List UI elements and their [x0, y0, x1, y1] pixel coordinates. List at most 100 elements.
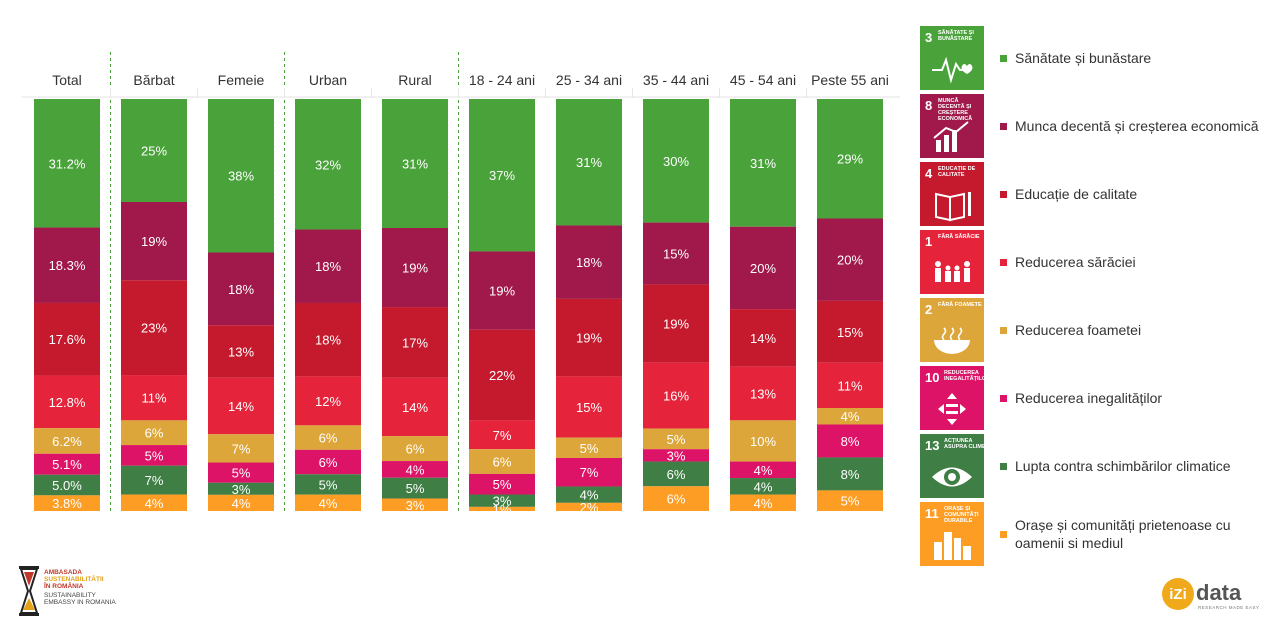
bar-segment [208, 494, 274, 511]
sdg-title: Acțiunea asupra climei [944, 438, 984, 450]
sdg-tile: 3 Sănătate și bunăstare [920, 26, 984, 90]
logo-text-line3: ÎN ROMÂNIA [44, 583, 84, 590]
legend-swatch [1000, 123, 1007, 130]
data-label: 3% [667, 448, 686, 463]
sustainability-embassy-logo: AMBASADA SUSTENABILITĂȚII ÎN ROMÂNIA SUS… [18, 566, 128, 618]
heartbeat-icon [932, 56, 973, 84]
data-label: 17.6% [49, 332, 86, 347]
data-label: 5% [580, 441, 599, 456]
bar-segment [817, 457, 883, 491]
bar-segment [295, 494, 361, 511]
bar-segment [730, 226, 796, 310]
eye-globe-icon [932, 467, 972, 487]
bar-segment [469, 329, 535, 421]
category-label: Peste 55 ani [811, 72, 889, 88]
bar-segment [556, 298, 622, 377]
bar-segment [34, 453, 100, 475]
bar-segment [295, 425, 361, 450]
bar-segment [208, 99, 274, 253]
bar-segment [295, 474, 361, 495]
logo-text-line4: SUSTAINABILITY EMBASSY IN ROMANIA [44, 592, 116, 606]
legend-swatch [1000, 259, 1007, 266]
bar-segment [295, 302, 361, 377]
legend-swatch [1000, 191, 1007, 198]
sdg-number: 13 [925, 438, 940, 453]
bar-segment [469, 449, 535, 474]
data-label: 8% [841, 434, 860, 449]
bar-segment [121, 99, 187, 202]
sdg-title: Reducerea inegalităților [944, 370, 984, 382]
legend-item: 11 Orașe și comunități durabile Orașe și c… [920, 502, 1270, 566]
data-label: 13% [750, 387, 776, 402]
sdg-number: 11 [925, 506, 939, 521]
sdg-tile: 4 Educație de calitate [920, 162, 984, 226]
bar-segment [556, 437, 622, 458]
bar-segment [730, 309, 796, 367]
data-label: 2% [580, 500, 599, 515]
data-label: 20% [750, 261, 776, 276]
growth-chart-icon [933, 121, 969, 152]
data-label: 15% [576, 400, 602, 415]
category-label: 45 - 54 ani [730, 72, 796, 88]
data-label: 5.1% [52, 457, 82, 472]
data-label: 13% [228, 344, 254, 359]
data-label: 4% [319, 496, 338, 511]
bar-segment [208, 252, 274, 326]
data-label: 6% [145, 426, 164, 441]
bar-segment [556, 502, 622, 511]
data-label: 3% [232, 482, 251, 497]
data-label: 22% [489, 368, 515, 383]
sdg-tile: 2 Fără foamete [920, 298, 984, 362]
data-label: 5% [841, 494, 860, 509]
bar-segment [208, 434, 274, 463]
logo-text-line2: SUSTENABILITĂȚII [44, 576, 104, 583]
sdg-tile: 10 Reducerea inegalităților [920, 366, 984, 430]
bar-segment [34, 227, 100, 303]
bar-segment [469, 420, 535, 450]
data-label: 6% [406, 442, 425, 457]
data-label: 31% [750, 156, 776, 171]
sdg-number: 4 [925, 166, 933, 181]
data-label: 4% [841, 409, 860, 424]
data-label: 6% [319, 431, 338, 446]
bar-segment [121, 280, 187, 376]
legend-swatch [1000, 531, 1007, 538]
logo-text-line1: AMBASADA [44, 569, 82, 576]
bar-segment [730, 478, 796, 495]
data-label: 6% [319, 455, 338, 470]
bar-segment [643, 284, 709, 363]
category-label: Rural [398, 72, 431, 88]
data-label: 38% [228, 169, 254, 184]
data-label: 7% [580, 465, 599, 480]
bar-segment [556, 225, 622, 299]
legend-item: 8 Muncă decentă și creștere economică Munc… [920, 94, 1270, 158]
stacked-bar-chart: Total 31.2% 18.3% 17.6% 12.8% 6.2% 5.1% 5.0% 3.8… [22, 52, 900, 515]
bar-segment [556, 99, 622, 226]
data-label: 23% [141, 321, 167, 336]
data-label: 4% [754, 479, 773, 494]
bar-segment [382, 436, 448, 462]
bar-segment [556, 376, 622, 438]
bar-segment [382, 307, 448, 378]
legend-label: Reducerea sărăciei [1015, 254, 1136, 270]
sdg-title: Fără sărăcie [938, 234, 980, 240]
bar-segment [817, 218, 883, 301]
data-label: 31.2% [49, 156, 86, 171]
legend-item: 1 Fără sărăcie Reducerea sărăciei [920, 230, 1270, 294]
sdg-tile: 8 Muncă decentă și creștere economică [920, 94, 984, 158]
legend-item: 3 Sănătate și bunăstare Sănătate și bunăst… [920, 26, 1270, 90]
bar-segment [208, 462, 274, 483]
sdg-title: Fără foamete [938, 302, 982, 308]
bar-segment [295, 376, 361, 426]
data-label: 6.2% [52, 434, 82, 449]
bar-segment [121, 445, 187, 466]
bar-segment [34, 99, 100, 228]
data-label: 31% [576, 155, 602, 170]
bar-segment [556, 457, 622, 487]
legend-label: Educație de calitate [1015, 186, 1138, 202]
data-label: 15% [663, 247, 689, 262]
sdg-number: 3 [925, 30, 933, 45]
bar-segment [730, 420, 796, 462]
sdg-number: 2 [925, 302, 933, 317]
bar-segment [382, 377, 448, 437]
